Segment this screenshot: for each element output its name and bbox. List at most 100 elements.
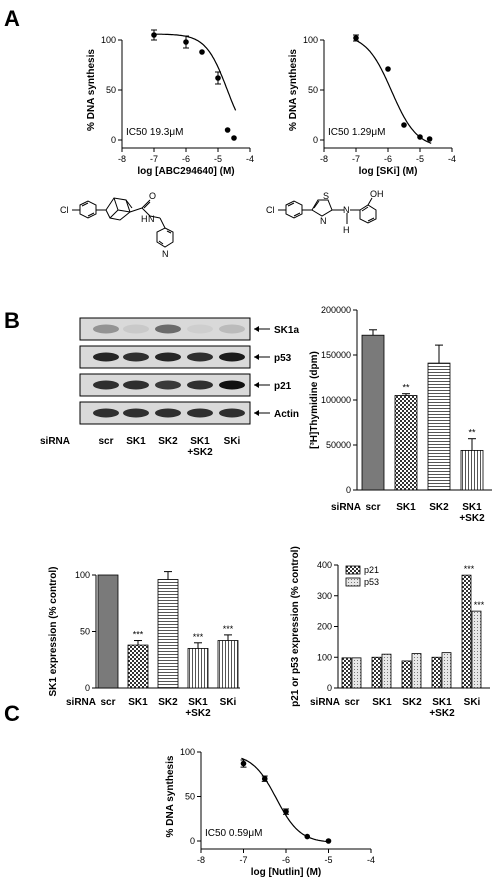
data-point — [224, 127, 231, 133]
y-axis-label: [³H]Thymidine (dpm) — [309, 351, 320, 449]
significance-marker: *** — [193, 632, 204, 642]
category-label: SK1 — [372, 697, 392, 708]
siRNA-row-label: siRNA — [310, 697, 340, 708]
y-axis-label: SK1 expression (% control) — [48, 566, 59, 696]
bar-p53 — [381, 653, 392, 689]
blot-band — [219, 324, 245, 334]
x-axis-label: log [Nutlin] (M) — [251, 867, 322, 878]
blot-band — [93, 380, 119, 390]
data-point — [240, 760, 247, 767]
x-axis-label: log [SKi] (M) — [359, 166, 418, 177]
blot-band — [93, 352, 119, 362]
y-tick-label: 200 — [317, 622, 332, 632]
significance-marker: *** — [133, 630, 144, 640]
lane-label: SK2 — [158, 436, 178, 447]
blot-band — [93, 324, 119, 334]
bar — [127, 644, 149, 689]
ic50-annotation: IC50 1.29μM — [328, 127, 385, 138]
category-label: scr — [365, 502, 380, 513]
atom-label: Cl — [60, 205, 69, 215]
significance-marker: ** — [402, 383, 410, 393]
bar-p53 — [351, 657, 362, 689]
y-tick-label: 50 — [185, 792, 195, 802]
blot-band — [93, 408, 119, 418]
category-label: SK1 — [396, 502, 416, 513]
significance-marker: ** — [468, 428, 476, 438]
band-arrow-head — [254, 326, 259, 332]
data-point — [231, 135, 237, 141]
atom-label: N — [162, 249, 169, 259]
siRNA-row-label: siRNA — [40, 436, 70, 447]
lane-label: +SK2 — [187, 447, 213, 458]
blot-band — [187, 380, 213, 390]
blot-band — [219, 352, 245, 362]
bar — [187, 648, 209, 689]
x-tick-label: -8 — [197, 855, 205, 865]
y-axis-label: p21 or p53 expression (% control) — [290, 546, 301, 707]
category-label: +SK2 — [459, 513, 485, 524]
atom-label: S — [323, 191, 329, 201]
bar-p53 — [441, 652, 452, 689]
band-label: p21 — [274, 381, 292, 392]
y-tick-label: 150000 — [321, 350, 351, 360]
category-label: +SK2 — [429, 708, 455, 719]
blot-band — [123, 352, 149, 362]
blot-band — [155, 352, 181, 362]
x-tick-label: -8 — [320, 154, 328, 164]
data-point — [417, 134, 423, 140]
y-tick-label: 100 — [303, 35, 318, 45]
bar-p21 — [461, 574, 472, 689]
legend-swatch-p21 — [345, 565, 361, 575]
x-tick-label: -7 — [150, 154, 158, 164]
x-tick-label: -5 — [416, 154, 424, 164]
bar-p21 — [401, 660, 412, 689]
y-tick-label: 50000 — [326, 440, 351, 450]
lane-label: SKi — [224, 436, 241, 447]
structure-ski — [278, 197, 377, 224]
x-tick-label: -5 — [324, 855, 332, 865]
data-point — [325, 838, 332, 844]
x-tick-label: -4 — [246, 154, 254, 164]
y-tick-label: 0 — [85, 683, 90, 693]
bar-p21 — [431, 656, 442, 689]
y-tick-label: 0 — [327, 683, 332, 693]
category-label: SKi — [220, 697, 237, 708]
category-label: scr — [100, 697, 115, 708]
blot-band — [219, 408, 245, 418]
y-tick-label: 50 — [106, 85, 116, 95]
panel-label-c: C — [4, 701, 20, 726]
category-label: SKi — [464, 697, 481, 708]
x-tick-label: -5 — [214, 154, 222, 164]
blot-band — [155, 380, 181, 390]
y-tick-label: 300 — [317, 591, 332, 601]
panel-label-b: B — [4, 308, 20, 333]
legend-label: p21 — [364, 565, 379, 575]
blot-band — [155, 324, 181, 334]
significance-marker: *** — [474, 600, 485, 610]
x-tick-label: -6 — [384, 154, 392, 164]
category-label: scr — [344, 697, 359, 708]
data-point — [199, 49, 205, 55]
y-tick-label: 50 — [80, 627, 90, 637]
blot-band — [123, 324, 149, 334]
bar-p21 — [371, 656, 382, 689]
data-point — [183, 39, 189, 45]
chart-c-dose-response: 0 50 100 -8 -7 -6 -5 -4 log [Nutlin] (M) % DNA sy… — [165, 747, 375, 878]
blot-band — [187, 408, 213, 418]
y-tick-label: 100 — [75, 570, 90, 580]
atom-label: Cl — [266, 205, 275, 215]
bar — [460, 449, 484, 491]
x-tick-label: -7 — [239, 855, 247, 865]
x-tick-label: -7 — [352, 154, 360, 164]
category-label: SK1 — [462, 502, 482, 513]
ic50-annotation: IC50 0.59μM — [205, 828, 262, 839]
blot-band — [187, 324, 213, 334]
blot-band — [187, 352, 213, 362]
legend-label: p53 — [364, 577, 379, 587]
y-tick-label: 0 — [313, 135, 318, 145]
blot-band — [123, 380, 149, 390]
legend-swatch-p53 — [345, 577, 361, 587]
siRNA-row-label: siRNA — [66, 697, 96, 708]
lane-label: scr — [98, 436, 113, 447]
